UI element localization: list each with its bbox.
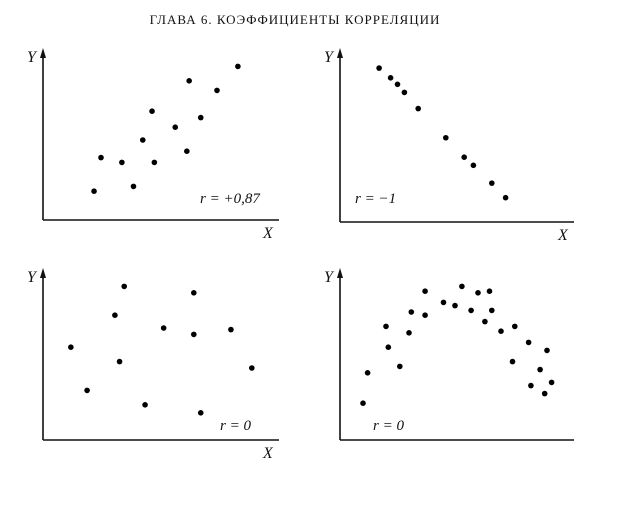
point: [228, 326, 234, 333]
annotation: r = 0: [373, 418, 404, 434]
point: [537, 366, 543, 373]
point: [509, 358, 516, 365]
point: [149, 108, 155, 114]
point: [160, 325, 167, 331]
point: [502, 194, 509, 201]
point: [440, 299, 447, 306]
point: [459, 283, 465, 290]
point: [422, 288, 428, 295]
point: [186, 78, 192, 84]
point: [489, 180, 495, 186]
point: [197, 410, 204, 416]
point: [544, 347, 550, 354]
point: [452, 302, 458, 309]
point: [406, 330, 412, 336]
point: [214, 87, 220, 94]
point: [191, 290, 197, 296]
point: [119, 159, 125, 166]
point: [443, 134, 449, 141]
point: [151, 159, 158, 166]
point: [116, 358, 123, 365]
point: [139, 137, 146, 143]
point: [376, 65, 382, 71]
y-axis-label: Y: [324, 269, 335, 286]
x-axis-label: X: [557, 227, 569, 244]
point: [68, 344, 74, 351]
y-arrow: [337, 268, 343, 278]
point: [121, 283, 127, 290]
y-arrow: [40, 268, 46, 278]
point: [475, 290, 481, 296]
point: [235, 63, 241, 70]
point: [541, 390, 548, 397]
point: [394, 81, 401, 88]
point: [387, 75, 394, 81]
point: [385, 344, 392, 351]
point: [91, 188, 97, 194]
point: [422, 312, 428, 319]
point: [415, 105, 422, 112]
point: [401, 89, 408, 96]
point: [360, 400, 366, 407]
point: [98, 154, 104, 161]
point: [470, 162, 477, 169]
y-arrow: [337, 48, 343, 58]
point: [548, 379, 555, 386]
point: [364, 370, 371, 376]
point: [482, 318, 488, 325]
x-axis-label: X: [262, 445, 274, 462]
page-title: ГЛАВА 6. КОЭФФИЦИЕНТЫ КОРРЕЛЯЦИИ: [150, 12, 441, 27]
point: [130, 183, 137, 190]
point: [489, 307, 495, 314]
point: [528, 382, 534, 389]
annotation: r = 0: [220, 418, 251, 434]
x-axis-label: X: [262, 225, 274, 242]
y-axis-label: Y: [27, 49, 38, 66]
point: [525, 339, 532, 346]
point: [172, 124, 179, 130]
point: [468, 307, 474, 314]
point: [397, 363, 403, 370]
point: [197, 114, 204, 121]
annotation: r = +0,87: [200, 191, 261, 207]
point: [383, 323, 389, 330]
y-axis-label: Y: [324, 49, 335, 66]
point: [461, 154, 468, 160]
point: [486, 288, 493, 295]
y-axis-label: Y: [27, 269, 38, 286]
point: [408, 309, 415, 315]
point: [84, 387, 90, 394]
point: [498, 328, 504, 335]
point: [512, 323, 518, 330]
point: [249, 365, 255, 371]
y-arrow: [40, 48, 46, 58]
point: [191, 331, 197, 338]
annotation: r = −1: [355, 191, 396, 207]
point: [184, 148, 190, 154]
point: [112, 312, 118, 319]
point: [142, 402, 148, 408]
